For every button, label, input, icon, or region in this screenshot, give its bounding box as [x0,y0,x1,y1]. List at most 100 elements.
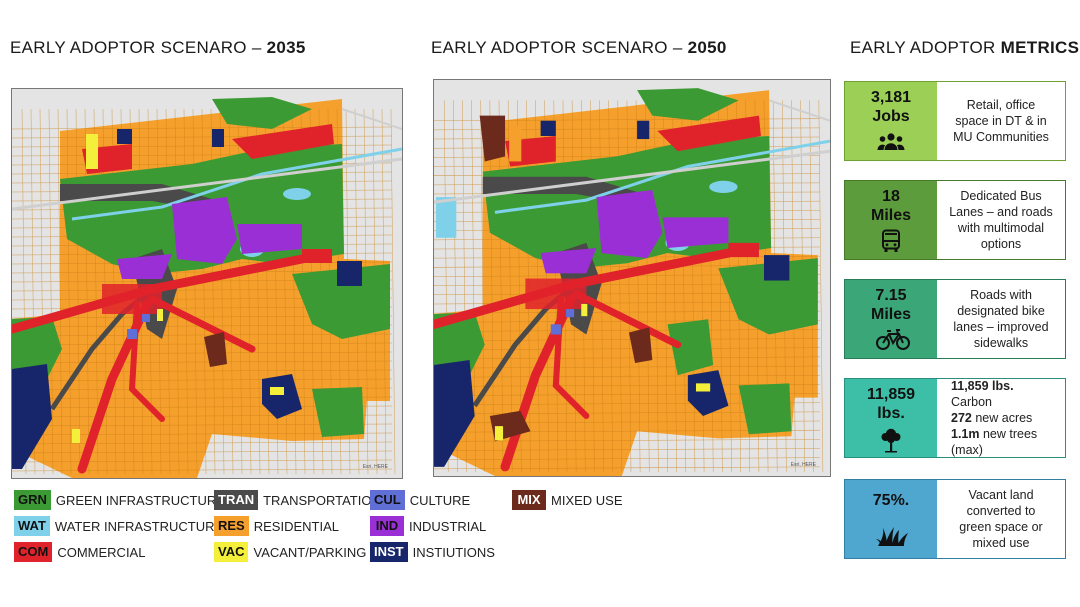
metric-description-line: MU Communities [953,130,1049,144]
metric-description-line: 1.1m new trees [951,426,1057,442]
metric-description: Roads with designated bike lanes – improve… [937,280,1065,358]
street-line [480,100,486,472]
street-line [818,100,824,472]
zone-industrial [596,189,663,259]
street-line [84,108,90,475]
zone-vacant-parking [509,125,522,162]
metric-description-line: designated bike [957,304,1045,318]
zone-institutions [434,359,475,467]
legend-swatch: CUL [370,490,405,510]
highway-line [434,149,830,204]
zone-green-infrastructure [292,264,390,339]
zone-green-infrastructure [738,383,792,435]
bicycle-icon [876,328,910,352]
map-credit: Esri, HERE [790,462,816,468]
legend-label: GREEN INFRASTRUCTURE [55,492,225,508]
street-line [498,100,504,472]
metric-description-line: Roads with [970,288,1032,302]
zone-institutions [687,370,729,416]
map-credit: Esri, HERE [362,464,388,470]
title-prefix: EARLY ADOPTOR SCENARO – [431,38,688,57]
zone-vacant-parking [72,429,80,443]
street-line [434,448,820,451]
zone-commercial [232,124,334,159]
zone-vacant-parking [157,309,163,321]
zone-commercial [302,249,332,263]
metric-figure: 11,859 lbs. [845,379,937,457]
metric-figure: 3,181 Jobs [845,82,937,160]
metrics-title: EARLY ADOPTOR METRICS [850,38,1079,58]
metric-description-line: Dedicated Bus [960,189,1042,203]
zone-commercial [572,290,682,349]
metric-figure: 7.15 Miles [845,280,937,358]
legend-label: INSTIUTIONS [412,544,495,560]
street-line [57,108,63,475]
metric-description-line: converted to [966,504,1036,518]
legend-label: WATER INFRASTRUCTURE [54,518,224,534]
street-line [434,466,820,470]
zone-culture [566,309,575,318]
title-year: 2050 [687,38,727,57]
legend-swatch: RES [214,516,249,536]
legend-swatch: MIX [512,490,546,510]
legend-item-ind: IND INDUSTRIAL [370,516,486,536]
highway-line [768,99,830,122]
map-2050-title: EARLY ADOPTOR SCENARO – 2050 [431,38,727,58]
highway-line [341,108,402,130]
street-line [12,351,393,355]
metric-text: Carbon [951,395,992,409]
grass-icon [876,523,908,547]
street-line [507,100,513,472]
zone-commercial [657,115,761,152]
zone-commercial [102,284,162,314]
legend-item-cul: CUL CULTURE [370,490,470,510]
street-line [489,100,495,472]
zone-green-infrastructure [667,319,714,376]
legend-item-inst: INST INSTIUTIONS [370,542,495,562]
metric-description-line: lanes – improved [953,320,1049,334]
street-line [12,441,393,445]
zone-commercial [148,295,256,353]
legend-swatch: IND [370,516,404,536]
legend-item-tran: TRAN TRANSPORTATION [214,490,381,510]
zone-industrial [237,224,302,254]
metric-unit: Jobs [872,108,910,125]
zone-green-infrastructure [637,88,739,121]
tree-icon [876,427,906,453]
legend-item-grn: GRN GREEN INFRASTRUCTURE [14,490,225,510]
metric-value: 18 [882,188,900,205]
legend-item-wat: WAT WATER INFRASTRUCTURE [14,516,223,536]
metric-description-line: 11,859 lbs. Carbon [951,378,1057,410]
metric-description-line: space in DT & in [955,114,1047,128]
zone-water-infrastructure [436,197,457,238]
metric-description-line: mixed use [972,536,1030,550]
legend-swatch: INST [370,542,408,562]
legend-swatch: WAT [14,516,50,536]
map-2035: Esri, HERE [11,88,403,479]
highway-line [12,157,402,211]
zone-vacant-parking [494,426,504,441]
map-2035-title: EARLY ADOPTOR SCENARO – 2035 [10,38,306,58]
zone-mixed-use [479,115,506,162]
street-line [434,347,820,351]
street-line [75,108,81,475]
people-group-icon [876,130,906,154]
legend-item-vac: VAC VACANT/PARKING [214,542,366,562]
legend-label: VACANT/PARKING [253,544,367,560]
zone-institutions [262,374,302,419]
street-line [12,333,393,337]
legend-label: TRANSPORTATION [263,492,381,508]
metric-description: 11,859 lbs. Carbon 272 new acres 1.1m new … [937,379,1065,457]
zone-green-infrastructure [718,258,818,335]
legend-item-com: COM COMMERCIAL [14,542,145,562]
zone-industrial [662,217,729,248]
metric-description-line: sidewalks [973,336,1029,350]
metric-highlight: 11,859 lbs. [951,379,1014,393]
legend-item-res: RES RESIDENTIAL [214,516,339,536]
metric-description: Vacant land converted to green space or mix… [937,480,1065,558]
zone-water-infrastructure [709,180,738,193]
zone-institutions [337,261,362,286]
zone-vacant-parking [695,383,711,392]
street-line [434,338,820,341]
metric-unit: Miles [870,207,911,224]
